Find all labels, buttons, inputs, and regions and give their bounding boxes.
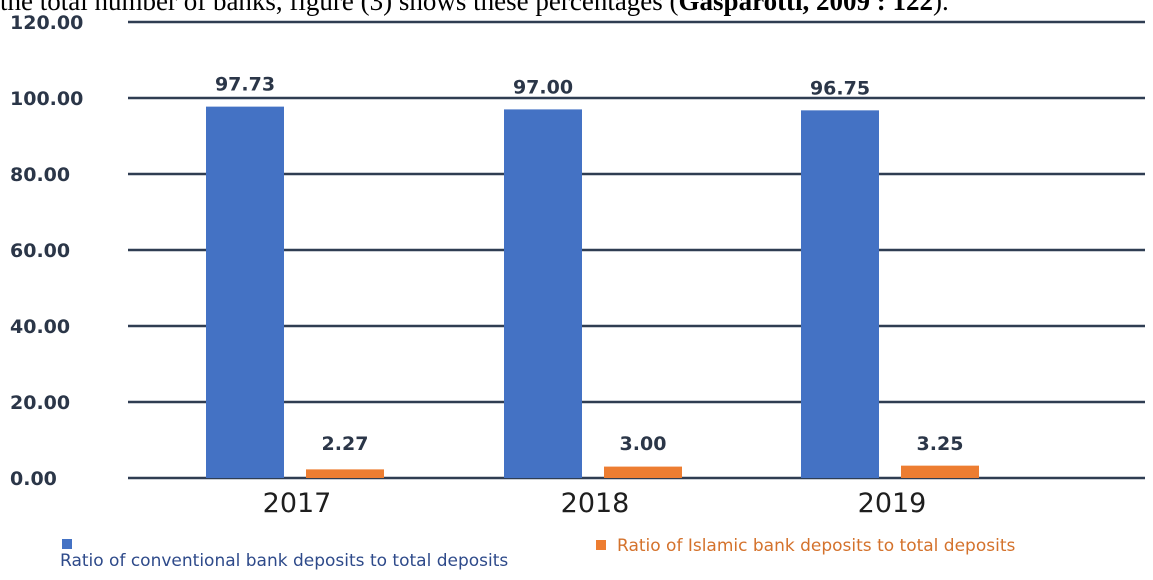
legend-label-conventional: Ratio of conventional bank deposits to t… <box>60 551 509 571</box>
y-tick-label: 120.00 <box>10 12 83 34</box>
bar-chart: 0.00 20.00 40.00 60.00 80.00 100.00 120.00 97.… <box>10 12 1145 519</box>
data-label: 97.00 <box>513 76 573 98</box>
y-tick-label: 60.00 <box>10 240 70 262</box>
legend-label-islamic: Ratio of Islamic bank deposits to total … <box>617 536 1016 556</box>
x-axis-categories: 2017 2018 2019 <box>263 488 927 519</box>
caption-citation: Gasparotti, 2009 : 122 <box>678 0 934 16</box>
bar-conventional <box>206 106 284 478</box>
data-label: 2.27 <box>322 433 369 455</box>
x-category-label: 2018 <box>561 488 630 519</box>
bar-conventional <box>504 109 582 479</box>
y-tick-label: 0.00 <box>10 468 57 490</box>
x-category-label: 2017 <box>263 488 332 519</box>
x-category-label: 2019 <box>858 488 927 519</box>
legend: Ratio of conventional bank deposits to t… <box>0 536 1153 580</box>
caption-text: the total number of banks, figure (3) sh… <box>0 0 1153 18</box>
data-label: 3.25 <box>917 433 964 455</box>
legend-swatch-islamic <box>596 540 606 550</box>
data-labels: 97.73 97.00 96.75 2.27 3.00 3.25 <box>215 74 964 455</box>
bar-conventional <box>801 110 879 478</box>
y-tick-label: 20.00 <box>10 392 70 414</box>
data-label: 97.73 <box>215 74 275 96</box>
data-label: 96.75 <box>810 77 870 99</box>
legend-swatch-conventional <box>62 539 72 549</box>
y-tick-label: 40.00 <box>10 316 70 338</box>
bar-islamic <box>901 465 979 478</box>
bar-islamic <box>306 469 384 478</box>
caption-body: the total number of banks, figure (3) sh… <box>0 0 679 16</box>
bar-islamic <box>604 466 682 478</box>
caption-end: ). <box>933 0 949 16</box>
y-tick-label: 80.00 <box>10 164 70 186</box>
y-axis-ticks: 0.00 20.00 40.00 60.00 80.00 100.00 120.00 <box>10 12 83 490</box>
y-tick-label: 100.00 <box>10 88 83 110</box>
data-label: 3.00 <box>620 433 667 455</box>
bars <box>206 106 979 479</box>
